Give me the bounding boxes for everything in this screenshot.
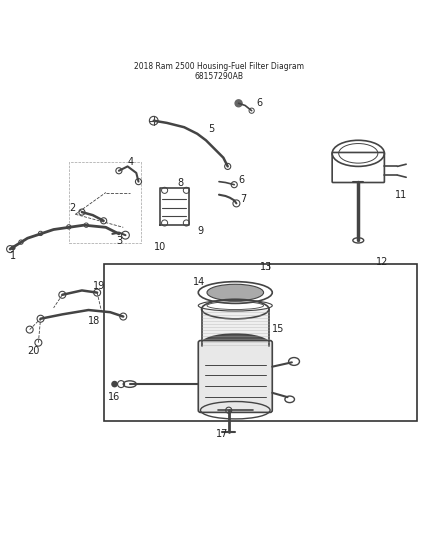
Circle shape: [235, 100, 242, 107]
Circle shape: [112, 382, 117, 387]
Text: 19: 19: [93, 281, 105, 291]
Text: 6: 6: [256, 98, 262, 108]
Text: 10: 10: [154, 242, 166, 252]
Text: 3: 3: [117, 236, 123, 246]
Circle shape: [11, 246, 15, 249]
FancyBboxPatch shape: [201, 309, 269, 346]
Text: 7: 7: [240, 194, 246, 204]
Text: 4: 4: [127, 157, 134, 167]
Text: 9: 9: [197, 226, 203, 236]
Text: 16: 16: [108, 392, 120, 402]
Ellipse shape: [201, 334, 270, 356]
Text: 18: 18: [88, 316, 101, 326]
Text: 8: 8: [178, 177, 184, 188]
Text: 14: 14: [193, 277, 205, 287]
Text: 13: 13: [260, 262, 272, 272]
Text: 11: 11: [395, 190, 407, 200]
Ellipse shape: [207, 284, 264, 301]
Text: 2: 2: [69, 203, 75, 213]
Text: 17: 17: [215, 429, 228, 439]
Text: 12: 12: [376, 257, 388, 267]
FancyBboxPatch shape: [104, 264, 417, 421]
Text: 5: 5: [208, 124, 214, 134]
Text: 15: 15: [272, 324, 285, 334]
FancyBboxPatch shape: [198, 341, 272, 413]
Text: 1: 1: [10, 251, 16, 261]
Text: 2018 Ram 2500 Housing-Fuel Filter Diagram
68157290AB: 2018 Ram 2500 Housing-Fuel Filter Diagra…: [134, 62, 304, 82]
Text: 20: 20: [28, 346, 40, 357]
Text: 6: 6: [239, 175, 245, 185]
